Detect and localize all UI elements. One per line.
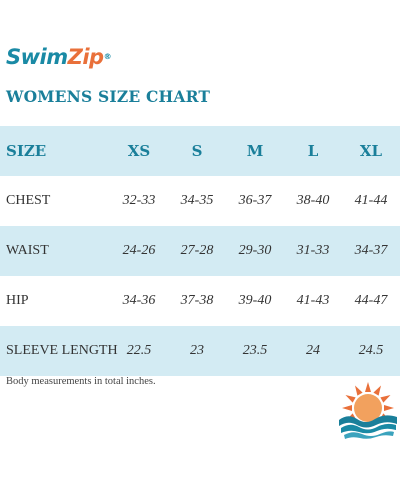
measurement-footnote: Body measurements in total inches.: [6, 376, 156, 387]
hip-xl-value: 44-47: [354, 293, 388, 308]
waist-xl-value: 34-37: [354, 243, 388, 258]
chest-m-value: 36-37: [238, 193, 272, 208]
brand-name-swim: Swim: [6, 45, 68, 69]
waist-row: WAIST 24-26 27-28 29-30 31-33 34-37: [0, 226, 400, 276]
chest-xs-value: 32-33: [122, 193, 156, 208]
hip-row: HIP 34-36 37-38 39-40 41-43 44-47: [0, 276, 400, 326]
sleeve-xs-value: 22.5: [126, 343, 152, 358]
hip-xs-value: 34-36: [122, 293, 156, 308]
size-s-header: S: [191, 142, 203, 160]
waist-l-value: 31-33: [296, 243, 330, 258]
sleeve-xl-value: 24.5: [358, 343, 384, 358]
sleeve-l-value: 24: [306, 343, 320, 358]
waist-xs-value: 24-26: [122, 243, 156, 258]
brand-name-zip: Zip: [67, 45, 104, 69]
sleeve-length-label: SLEEVE LENGTH: [6, 343, 118, 358]
sun-disc: [354, 394, 382, 422]
registered-mark: ®: [103, 52, 112, 61]
page-title: WOMENS SIZE CHART: [6, 87, 211, 106]
size-xl-header: XL: [359, 142, 383, 160]
hip-label: HIP: [6, 293, 29, 308]
wave-top: [339, 415, 397, 428]
hip-s-value: 37-38: [180, 293, 214, 308]
hip-m-value: 39-40: [238, 293, 272, 308]
chest-xl-value: 41-44: [354, 193, 388, 208]
sleeve-length-row: SLEEVE LENGTH 22.5 23 23.5 24 24.5: [0, 326, 400, 376]
sun-waves-icon: [339, 382, 397, 439]
waist-s-value: 27-28: [180, 243, 214, 258]
size-header-label: SIZE: [6, 142, 47, 160]
chest-row: CHEST 32-33 34-35 36-37 38-40 41-44: [0, 176, 400, 226]
chest-l-value: 38-40: [296, 193, 330, 208]
size-m-header: M: [246, 142, 264, 160]
size-header-row: SIZE XS S M L XL: [0, 126, 400, 176]
size-xs-header: XS: [127, 142, 151, 160]
wave-bottom: [344, 431, 394, 439]
sleeve-m-value: 23.5: [242, 343, 268, 358]
hip-l-value: 41-43: [296, 293, 330, 308]
waist-label: WAIST: [6, 243, 49, 258]
sleeve-s-value: 23: [190, 343, 204, 358]
waist-m-value: 29-30: [238, 243, 272, 258]
brand-logo: SwimZip®: [6, 44, 112, 70]
chest-s-value: 34-35: [180, 193, 214, 208]
size-l-header: L: [307, 142, 319, 160]
wave-middle: [341, 423, 396, 434]
chest-label: CHEST: [6, 193, 51, 208]
